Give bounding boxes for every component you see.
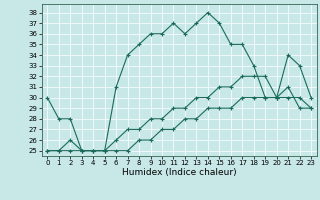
- X-axis label: Humidex (Indice chaleur): Humidex (Indice chaleur): [122, 168, 236, 177]
